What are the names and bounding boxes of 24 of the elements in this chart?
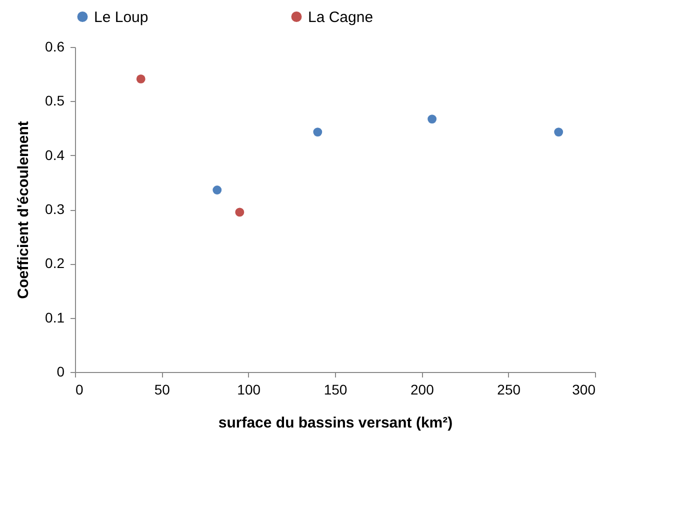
x-tick-label: 200 xyxy=(410,382,434,398)
x-tick-label: 0 xyxy=(76,382,84,398)
point xyxy=(554,128,564,137)
point xyxy=(313,128,322,137)
y-tick-label: 0.5 xyxy=(45,92,65,109)
y-tick-label: 0.2 xyxy=(45,255,65,272)
x-tick-label: 50 xyxy=(154,382,170,398)
y-tick-label: 0.3 xyxy=(45,201,65,217)
point xyxy=(136,74,146,84)
x-tick-label: 250 xyxy=(497,382,521,398)
point xyxy=(212,186,222,194)
legend-label: Le Loup xyxy=(94,8,148,26)
y-tick-label: 0 xyxy=(56,364,65,380)
x-tick-label: 300 xyxy=(572,382,596,398)
x-tick-label: 150 xyxy=(324,382,348,398)
point xyxy=(428,114,437,124)
x-axis-title: surface du bassins versant (km²) xyxy=(218,414,453,432)
point xyxy=(235,208,244,217)
y-axis-title: Coefficient d'écoulement xyxy=(15,121,32,299)
y-tick-label: 0.4 xyxy=(45,146,65,163)
x-tick-label: 100 xyxy=(237,382,261,398)
y-tick-label: 0.6 xyxy=(45,38,65,54)
legend-label: La Cagne xyxy=(308,8,374,26)
y-tick-label: 0.1 xyxy=(45,309,65,326)
